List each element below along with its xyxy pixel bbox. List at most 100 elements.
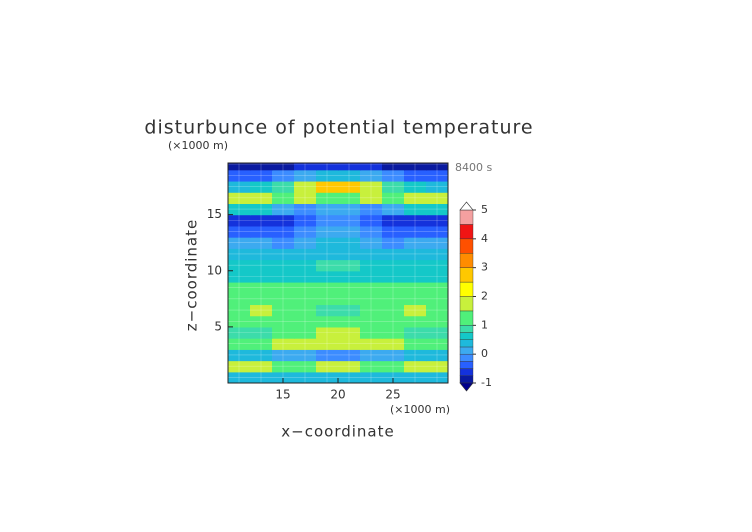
contour-cell <box>272 371 295 383</box>
contour-cell <box>294 349 317 362</box>
contour-cell <box>360 192 383 205</box>
contour-cell <box>272 192 295 205</box>
contour-cell <box>382 304 405 317</box>
contour-cell <box>316 371 339 383</box>
contour-cell <box>338 248 361 261</box>
contour-cell <box>338 270 361 283</box>
contour-cell <box>250 338 273 350</box>
contour-cell <box>404 225 427 238</box>
contour-cell <box>382 293 405 306</box>
colorbar-segment <box>459 224 474 240</box>
colorbar-under <box>459 382 474 392</box>
contour-cell <box>382 259 405 272</box>
contour-cell <box>426 360 448 373</box>
contour-cell <box>360 203 383 216</box>
colorbar-tick-label: 0 <box>481 347 488 360</box>
contour-cell <box>294 192 317 205</box>
contour-cell <box>360 248 383 261</box>
contour-cell <box>426 180 448 193</box>
contour-cell <box>404 180 427 193</box>
colorbar-segment <box>459 361 474 369</box>
contour-cell <box>228 293 251 306</box>
contour-cell <box>360 360 383 373</box>
x-tick-label: 15 <box>275 388 290 402</box>
x-tick-label: 20 <box>330 388 345 402</box>
contour-cell <box>228 270 251 283</box>
contour-cell <box>404 237 427 249</box>
contour-cell <box>316 259 339 272</box>
contour-cell <box>272 338 295 350</box>
contour-cell <box>426 326 448 339</box>
colorbar-segment <box>459 346 474 355</box>
colorbar-segment <box>459 238 474 254</box>
contour-cell <box>250 248 273 261</box>
contour-cell <box>338 371 361 383</box>
contour-cell <box>338 180 361 193</box>
contour-cell <box>426 304 448 317</box>
contour-cell <box>228 304 251 317</box>
y-unit: (×1000 m) <box>168 139 228 152</box>
contour-cell <box>404 371 427 383</box>
contour-cell <box>360 169 383 182</box>
contour-cell <box>250 360 273 373</box>
contour-cell <box>404 248 427 261</box>
contour-cell <box>382 169 405 182</box>
contour-cell <box>360 180 383 193</box>
contour-cell <box>272 315 295 328</box>
colorbar-segment <box>459 339 474 348</box>
contour-cell <box>404 293 427 306</box>
contour-cell <box>316 163 339 171</box>
contour-cell <box>228 360 251 373</box>
x-axis-label: x−coordinate <box>281 423 394 441</box>
colorbar-segment <box>459 209 474 225</box>
contour-cell <box>228 259 251 272</box>
contour-cell <box>228 163 251 171</box>
contour-cell <box>426 349 448 362</box>
contour-cell <box>250 169 273 182</box>
contour-cell <box>404 281 427 294</box>
contour-cell <box>250 270 273 283</box>
contour-cell <box>360 315 383 328</box>
contour-cell <box>250 180 273 193</box>
contour-cell <box>316 270 339 283</box>
contour-cell <box>294 304 317 317</box>
contour-cell <box>294 281 317 294</box>
contour-cell <box>316 180 339 193</box>
colorbar-tick-label: 1 <box>481 318 488 331</box>
contour-cell <box>316 203 339 216</box>
contour-cell <box>426 315 448 328</box>
contour-cell <box>294 270 317 283</box>
contour-cell <box>338 281 361 294</box>
contour-cell <box>316 225 339 238</box>
contour-cell <box>360 338 383 350</box>
colorbar-segment <box>459 281 474 297</box>
contour-cell <box>294 203 317 216</box>
contour-cell <box>316 338 339 350</box>
contour-cell <box>228 180 251 193</box>
contour-cell <box>426 270 448 283</box>
contour-cell <box>272 270 295 283</box>
contour-cell <box>294 293 317 306</box>
colorbar-segment <box>459 253 474 268</box>
contour-cell <box>294 225 317 238</box>
contour-cell <box>382 225 405 238</box>
contour-cell <box>382 203 405 216</box>
contour-cell <box>272 248 295 261</box>
contour-cell <box>294 259 317 272</box>
contour-cell <box>338 237 361 249</box>
contour-cell <box>250 326 273 339</box>
contour-cell <box>426 192 448 205</box>
contour-cell <box>426 259 448 272</box>
contour-cell <box>404 338 427 350</box>
contour-cell <box>272 259 295 272</box>
contour-cell <box>360 304 383 317</box>
contour-cell <box>250 315 273 328</box>
contour-cell <box>360 270 383 283</box>
contour-cell <box>316 360 339 373</box>
contour-cell <box>294 214 317 227</box>
contour-cell <box>294 360 317 373</box>
contour-cell <box>228 338 251 350</box>
y-axis-label: z−coordinate <box>183 219 201 331</box>
contour-cell <box>250 349 273 362</box>
